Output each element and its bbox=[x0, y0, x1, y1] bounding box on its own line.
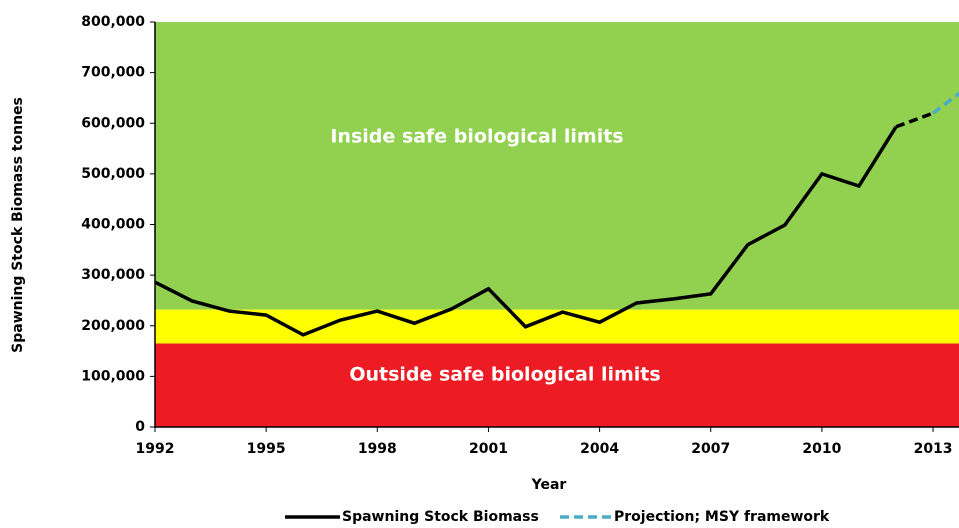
x-tick-label: 2001 bbox=[469, 441, 508, 457]
plot bbox=[155, 91, 959, 337]
y-tick-label: 200,000 bbox=[81, 318, 145, 334]
y-tick-label: 300,000 bbox=[81, 267, 145, 283]
series-line bbox=[155, 125, 898, 337]
annotation: Inside safe biological limits bbox=[330, 126, 623, 148]
x-tick-label: 1995 bbox=[247, 441, 286, 457]
y-axis-title: Spawning Stock Biomass tonnes bbox=[10, 97, 26, 353]
legend-label: Spawning Stock Biomass bbox=[342, 509, 539, 525]
x-tick-label: 1992 bbox=[136, 441, 175, 457]
x-axis-title: Year bbox=[531, 477, 567, 493]
x-tick-label: 2007 bbox=[691, 441, 730, 457]
x-tick-label: 1998 bbox=[358, 441, 397, 457]
annotation: Outside safe biological limits bbox=[349, 364, 660, 386]
y-tick-label: 0 bbox=[135, 419, 145, 435]
series-line bbox=[895, 111, 934, 129]
y-tick-label: 700,000 bbox=[81, 65, 145, 81]
y-tick-label: 500,000 bbox=[81, 166, 145, 182]
x-tick-label: 2004 bbox=[580, 441, 619, 457]
legend-label: Projection; MSY framework bbox=[614, 509, 830, 525]
y-tick-label: 600,000 bbox=[81, 115, 145, 131]
band bbox=[155, 22, 959, 310]
x-tick-label: 2013 bbox=[914, 441, 953, 457]
band bbox=[155, 343, 959, 427]
y-tick-label: 100,000 bbox=[81, 368, 145, 384]
series-line bbox=[932, 91, 959, 115]
y-tick-label: 800,000 bbox=[81, 14, 145, 30]
x-tick-label: 2010 bbox=[802, 441, 841, 457]
y-tick-label: 400,000 bbox=[81, 217, 145, 233]
